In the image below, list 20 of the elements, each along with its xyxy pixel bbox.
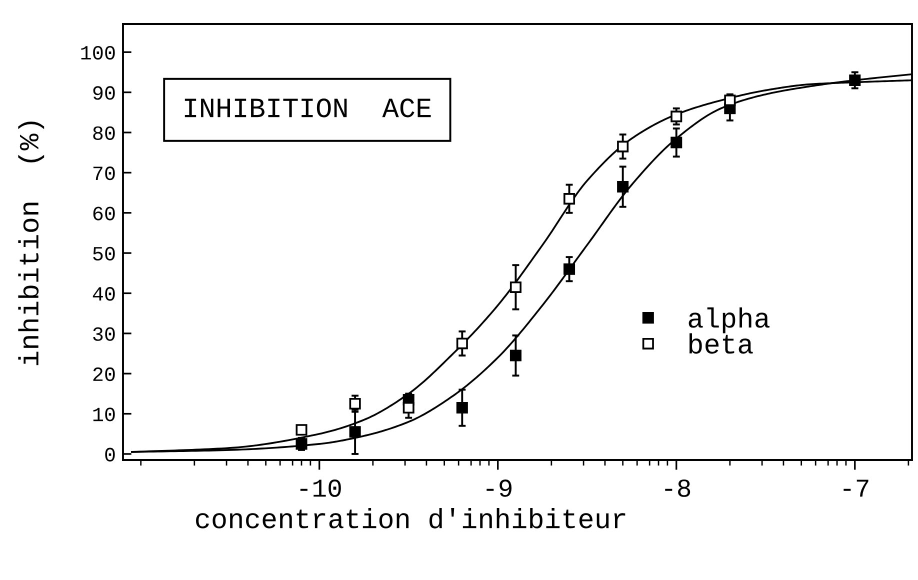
- y-tick-label: 60: [93, 206, 115, 220]
- y-tick-label: 90: [93, 86, 115, 100]
- y-tick-label: 30: [93, 327, 115, 341]
- y-tick-label: 70: [93, 166, 115, 180]
- legend-label: alpha: [688, 307, 770, 334]
- y-tick-label: 50: [93, 246, 115, 261]
- y-tick-label: 100: [81, 46, 115, 60]
- text: INHIBITION ACE: [184, 98, 431, 118]
- x-tick-label: -7: [844, 480, 868, 497]
- y-axis-title: inhibition (%): [18, 122, 44, 366]
- y-tick-label: 80: [93, 126, 115, 140]
- x-axis-title: concentration d'inhibiteur: [196, 508, 626, 528]
- x-tick-label: -10: [300, 479, 341, 497]
- legend-label: beta: [689, 333, 753, 354]
- y-tick-label: 10: [93, 408, 115, 422]
- y-tick-label: 40: [92, 287, 115, 301]
- x-tick-label: -9: [486, 479, 512, 497]
- y-tick-label: 20: [93, 367, 115, 382]
- y-tick-label: 0: [105, 448, 115, 462]
- x-tick-label: -8: [665, 479, 690, 497]
